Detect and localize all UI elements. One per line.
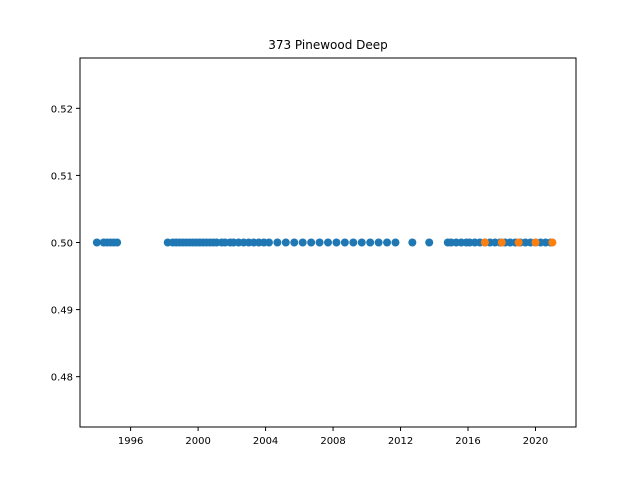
x-axis: 1996 2000 2004 2008 2012 2016 2020 bbox=[118, 427, 548, 447]
data-point-series-1 bbox=[315, 238, 324, 247]
data-point-series-1 bbox=[281, 238, 290, 247]
data-point-series-2 bbox=[548, 238, 557, 247]
data-point-series-1 bbox=[273, 238, 282, 247]
y-tick-label: 0.50 bbox=[51, 239, 73, 250]
y-tick-label: 0.48 bbox=[51, 373, 73, 384]
data-point-series-1 bbox=[298, 238, 307, 247]
data-point-series-2 bbox=[531, 238, 540, 247]
data-point-series-2 bbox=[480, 238, 489, 247]
chart-title: 373 Pinewood Deep bbox=[268, 38, 388, 52]
data-point-series-1 bbox=[425, 238, 434, 247]
x-tick-label: 2004 bbox=[253, 436, 278, 447]
y-tick-label: 0.51 bbox=[51, 171, 73, 182]
data-point-series-1 bbox=[332, 238, 341, 247]
x-tick-label: 2016 bbox=[455, 436, 480, 447]
data-point-series-1 bbox=[408, 238, 417, 247]
data-point-series-1 bbox=[383, 238, 392, 247]
data-point-series-1 bbox=[349, 238, 358, 247]
data-point-series-1 bbox=[374, 238, 383, 247]
data-point-series-1 bbox=[357, 238, 366, 247]
data-point-series-1 bbox=[391, 238, 400, 247]
data-point-series-1 bbox=[340, 238, 349, 247]
plot-area-frame bbox=[79, 57, 577, 428]
data-point-series-1 bbox=[92, 238, 101, 247]
y-tick-label: 0.49 bbox=[51, 306, 73, 317]
y-tick-label: 0.52 bbox=[51, 104, 73, 115]
data-point-series-2 bbox=[497, 238, 506, 247]
data-points bbox=[92, 238, 557, 247]
data-point-series-1 bbox=[307, 238, 316, 247]
x-tick-label: 2012 bbox=[388, 436, 413, 447]
data-point-series-2 bbox=[514, 238, 523, 247]
x-tick-label: 2008 bbox=[320, 436, 345, 447]
data-point-series-1 bbox=[290, 238, 299, 247]
data-point-series-1 bbox=[366, 238, 375, 247]
data-point-series-1 bbox=[113, 238, 122, 247]
data-point-series-1 bbox=[324, 238, 332, 247]
x-tick-label: 1996 bbox=[118, 436, 143, 447]
x-tick-label: 2000 bbox=[185, 436, 210, 447]
x-tick-label: 2020 bbox=[523, 436, 548, 447]
y-axis: 0.48 0.49 0.50 0.51 0.52 bbox=[51, 104, 80, 384]
data-point-series-1 bbox=[264, 238, 273, 247]
